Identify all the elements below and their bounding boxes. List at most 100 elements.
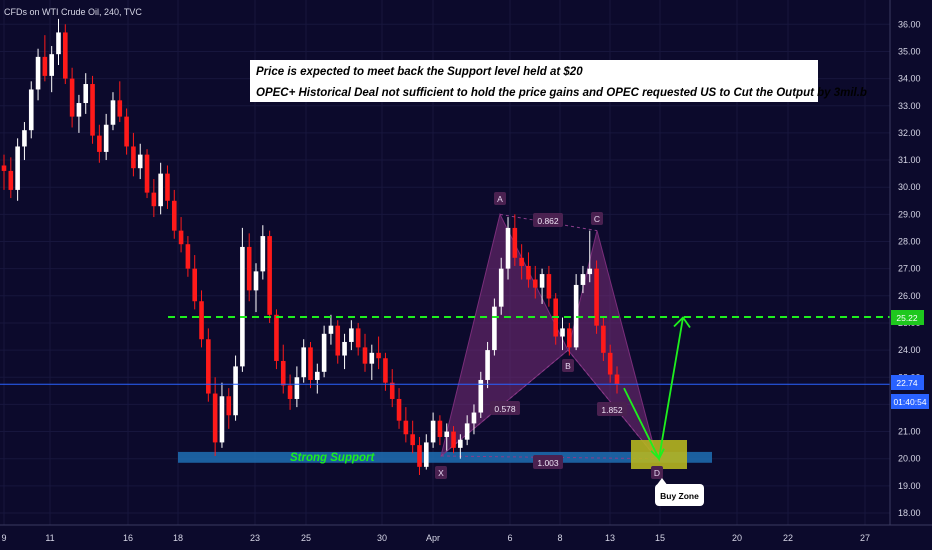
y-tick-label: 32.00 — [898, 128, 921, 138]
x-tick-label: 25 — [301, 533, 311, 543]
candle-body — [615, 375, 620, 385]
candle-body — [376, 353, 381, 358]
y-tick-label: 29.00 — [898, 209, 921, 219]
y-tick-label: 28.00 — [898, 237, 921, 247]
note-line-2: OPEC+ Historical Deal not sufficient to … — [256, 87, 867, 99]
candle-body — [220, 396, 225, 442]
candle-body — [165, 174, 170, 201]
resistance-price-badge: 25.22 — [891, 310, 924, 325]
x-tick-label: 13 — [605, 533, 615, 543]
y-tick-label: 31.00 — [898, 155, 921, 165]
x-tick-label: 18 — [173, 533, 183, 543]
candle — [206, 328, 211, 401]
pattern-point-label: A — [497, 194, 503, 204]
candle — [29, 81, 34, 138]
pattern-point-label: C — [594, 214, 600, 224]
candle-body — [335, 326, 340, 356]
support-label: Strong Support — [290, 452, 375, 464]
candle-body — [158, 174, 163, 207]
candle-body — [560, 328, 565, 336]
y-tick-label: 35.00 — [898, 46, 921, 56]
candle-body — [56, 32, 61, 54]
candle-body — [438, 421, 443, 437]
y-tick-label: 30.00 — [898, 182, 921, 192]
candle-body — [533, 280, 538, 288]
candle-body — [506, 228, 511, 269]
pattern-point-label: B — [565, 361, 571, 371]
candle-body — [70, 79, 75, 117]
note-box[interactable]: Price is expected to meet back the Suppo… — [250, 60, 867, 102]
candle-body — [356, 328, 361, 347]
pattern-ratio: 1.852 — [597, 402, 627, 416]
countdown-badge-value: 01:40:54 — [893, 397, 926, 407]
candle-body — [83, 84, 88, 103]
pattern-point-x: X — [435, 466, 447, 479]
candle-body — [172, 201, 177, 231]
candle-body — [97, 136, 102, 152]
candle-body — [410, 434, 415, 445]
candle-body — [587, 269, 592, 274]
candle-body — [29, 89, 34, 130]
time-axis[interactable]: 9 11 16 18 23 25 30 Apr 6 8 13 15 20 22 27 — [1, 533, 870, 543]
candle-body — [15, 146, 20, 189]
candle — [574, 274, 579, 350]
x-tick-label: 6 — [507, 533, 512, 543]
candle-body — [540, 274, 545, 288]
candle-body — [254, 271, 259, 290]
last-price-badge: 22.74 — [891, 375, 924, 390]
candle-body — [601, 326, 606, 353]
y-tick-label: 19.00 — [898, 481, 921, 491]
pattern-ratio: 0.862 — [533, 213, 563, 227]
candle — [240, 228, 245, 372]
pattern-point-c: C — [591, 212, 603, 225]
candle-body — [308, 347, 313, 380]
y-tick-label: 34.00 — [898, 74, 921, 84]
candle — [145, 149, 150, 198]
pattern-point-b: B — [562, 359, 574, 372]
candle-body — [581, 274, 586, 285]
y-tick-label: 36.00 — [898, 19, 921, 29]
candle-body — [281, 361, 286, 385]
x-tick-label: 27 — [860, 533, 870, 543]
symbol-title: CFDs on WTI Crude Oil, 240, TVC — [4, 7, 142, 17]
y-tick-label: 26.00 — [898, 291, 921, 301]
candle — [63, 24, 68, 84]
pattern-ratio-label: 0.578 — [494, 404, 516, 414]
candle-body — [192, 269, 197, 302]
candle-body — [492, 307, 497, 350]
candle-body — [370, 353, 375, 364]
candle-body — [417, 445, 422, 467]
candle-body — [547, 274, 552, 298]
x-tick-label: 20 — [732, 533, 742, 543]
candle-body — [390, 383, 395, 399]
candle-body — [22, 130, 27, 146]
candle-body — [43, 57, 48, 76]
candle-body — [526, 266, 531, 280]
y-tick-label: 20.00 — [898, 454, 921, 464]
candle-body — [274, 315, 279, 361]
x-tick-label: 30 — [377, 533, 387, 543]
candle-body — [288, 385, 293, 399]
candle-body — [49, 54, 54, 76]
countdown-badge: 01:40:54 — [891, 394, 929, 409]
candle-body — [2, 165, 7, 170]
x-tick-label: 8 — [557, 533, 562, 543]
candle-body — [444, 432, 449, 437]
candle — [90, 76, 95, 144]
candle-body — [226, 396, 231, 415]
candle-body — [519, 258, 524, 266]
x-tick-label: 9 — [1, 533, 6, 543]
candle-body — [90, 84, 95, 136]
candle-body — [199, 301, 204, 339]
candle — [274, 309, 279, 369]
candle-body — [117, 100, 122, 116]
candle-body — [404, 421, 409, 435]
pattern-point-label: D — [654, 468, 660, 478]
candle-body — [431, 421, 436, 443]
candle-body — [329, 326, 334, 334]
candle-body — [567, 328, 572, 347]
candle — [492, 299, 497, 356]
candle-body — [152, 193, 157, 207]
candle-body — [9, 171, 14, 190]
